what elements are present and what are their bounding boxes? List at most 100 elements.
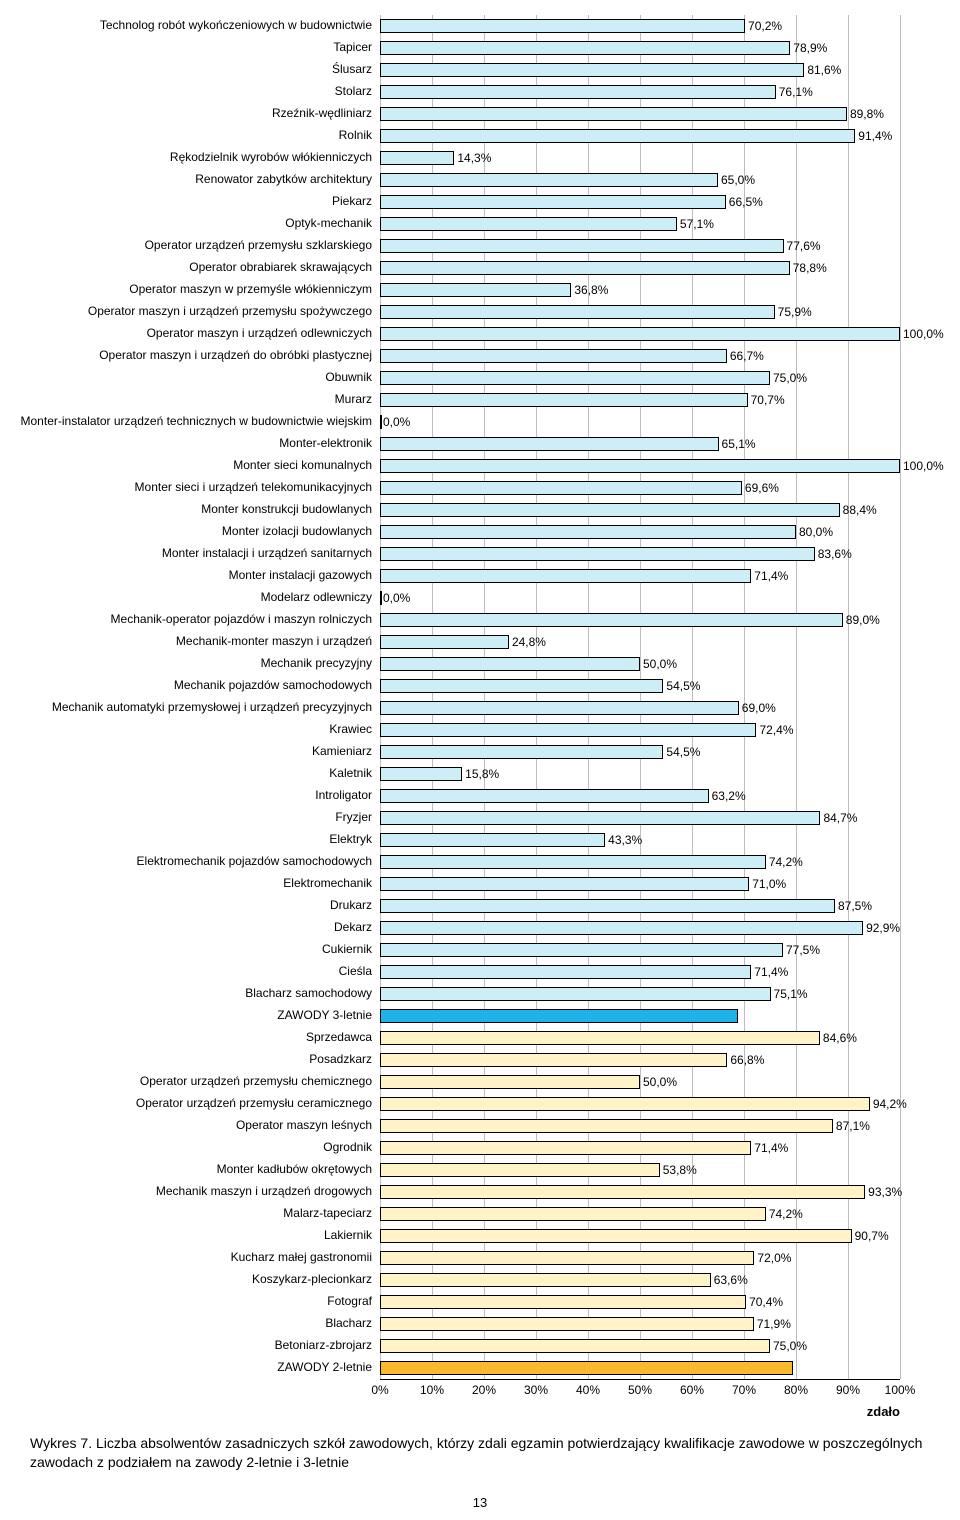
category-label: Elektromechanik — [283, 876, 380, 890]
bar — [380, 1273, 711, 1287]
bar — [380, 19, 745, 33]
bar-row: Rękodzielnik wyrobów włókienniczych14,3% — [380, 147, 900, 169]
category-label: Operator maszyn i urządzeń odlewniczych — [147, 326, 380, 340]
bar-value-label: 15,8% — [465, 767, 499, 781]
bar-row: Lakiernik90,7% — [380, 1225, 900, 1247]
category-label: Stolarz — [335, 84, 380, 98]
bar-row: Renowator zabytków architektury65,0% — [380, 169, 900, 191]
bar-value-label: 81,6% — [807, 63, 841, 77]
bar-value-label: 54,5% — [666, 745, 700, 759]
bar — [380, 1053, 727, 1067]
bar-row: Monter izolacji budowlanych80,0% — [380, 521, 900, 543]
bar-value-label: 69,0% — [742, 701, 776, 715]
bar — [380, 129, 855, 143]
bar-row: Elektryk43,3% — [380, 829, 900, 851]
bar-value-label: 87,5% — [838, 899, 872, 913]
bar-value-label: 89,0% — [846, 613, 880, 627]
bar-value-label: 66,5% — [729, 195, 763, 209]
category-label: Koszykarz-plecionkarz — [252, 1272, 380, 1286]
category-label: Operator maszyn i urządzeń do obróbki pl… — [99, 348, 380, 362]
category-label: Lakiernik — [324, 1228, 380, 1242]
bar — [380, 1317, 754, 1331]
category-label: Dekarz — [334, 920, 380, 934]
bar-row: Cukiernik77,5% — [380, 939, 900, 961]
bar-row: Monter-elektronik65,1% — [380, 433, 900, 455]
bar-value-label: 71,9% — [757, 1317, 791, 1331]
bar-row: Betoniarz-zbrojarz75,0% — [380, 1335, 900, 1357]
category-label: Monter konstrukcji budowlanych — [201, 502, 380, 516]
x-axis: 0%10%20%30%40%50%60%70%80%90%100% — [380, 1379, 900, 1402]
bar — [380, 85, 776, 99]
category-label: Mechanik maszyn i urządzeń drogowych — [156, 1184, 380, 1198]
bar-row: Operator maszyn w przemyśle włókienniczy… — [380, 279, 900, 301]
bar — [380, 811, 820, 825]
bar — [380, 943, 783, 957]
bar — [380, 525, 796, 539]
bar — [380, 1229, 852, 1243]
bar-row: Monter kadłubów okrętowych53,8% — [380, 1159, 900, 1181]
bar-value-label: 77,5% — [786, 943, 820, 957]
bar-row: Fotograf70,4% — [380, 1291, 900, 1313]
bar-value-label: 80,0% — [799, 525, 833, 539]
bar-row: Mechanik automatyki przemysłowej i urząd… — [380, 697, 900, 719]
x-axis-tick: 90% — [836, 1383, 860, 1397]
x-axis-tick: 10% — [420, 1383, 444, 1397]
bar — [380, 63, 804, 77]
bar-row: Elektromechanik pojazdów samochodowych74… — [380, 851, 900, 873]
bar-row: Cieśla71,4% — [380, 961, 900, 983]
bar-row: Kucharz małej gastronomii72,0% — [380, 1247, 900, 1269]
category-label: Operator urządzeń przemysłu ceramicznego — [136, 1096, 380, 1110]
bar — [380, 657, 640, 671]
category-label: Operator maszyn i urządzeń przemysłu spo… — [88, 304, 380, 318]
bar — [380, 855, 766, 869]
bar-value-label: 92,9% — [866, 921, 900, 935]
bar-row: Tapicer78,9% — [380, 37, 900, 59]
bar-row: Drukarz87,5% — [380, 895, 900, 917]
category-label: Kucharz małej gastronomii — [231, 1250, 380, 1264]
bar-value-label: 75,1% — [774, 987, 808, 1001]
bar-value-label: 14,3% — [457, 151, 491, 165]
gridline — [900, 15, 901, 1379]
category-label: Monter sieci i urządzeń telekomunikacyjn… — [135, 480, 380, 494]
category-label: Mechanik precyzyjny — [261, 656, 380, 670]
bar-value-label: 100,0% — [903, 327, 944, 341]
bar-value-label: 70,2% — [748, 19, 782, 33]
bar — [380, 745, 663, 759]
bar — [380, 569, 751, 583]
x-axis-tick: 80% — [784, 1383, 808, 1397]
bar — [380, 965, 751, 979]
category-label: Tapicer — [333, 40, 380, 54]
bar-value-label: 66,8% — [730, 1053, 764, 1067]
bar-value-label: 66,7% — [730, 349, 764, 363]
category-label: Operator urządzeń przemysłu chemicznego — [140, 1074, 380, 1088]
bar-row: Operator maszyn leśnych87,1% — [380, 1115, 900, 1137]
bar-value-label: 69,6% — [745, 481, 779, 495]
bar-value-label: 65,1% — [722, 437, 756, 451]
bar-value-label: 70,4% — [749, 1295, 783, 1309]
bar-row: Obuwnik75,0% — [380, 367, 900, 389]
bar-value-label: 100,0% — [903, 459, 944, 473]
bar-row: Krawiec72,4% — [380, 719, 900, 741]
category-label: Monter sieci komunalnych — [233, 458, 380, 472]
bar-row: Posadzkarz66,8% — [380, 1049, 900, 1071]
bar-value-label: 72,4% — [759, 723, 793, 737]
bar-value-label: 71,4% — [754, 569, 788, 583]
bar — [380, 151, 454, 165]
bar-value-label: 89,8% — [850, 107, 884, 121]
category-label: Monter-elektronik — [279, 436, 380, 450]
bar — [380, 591, 382, 605]
bar — [380, 1163, 660, 1177]
bar-value-label: 71,0% — [752, 877, 786, 891]
bar-value-label: 94,2% — [873, 1097, 907, 1111]
category-label: Monter instalacji gazowych — [229, 568, 380, 582]
bar — [380, 1141, 751, 1155]
bar-row: Mechanik precyzyjny50,0% — [380, 653, 900, 675]
bar-row: Ogrodnik71,4% — [380, 1137, 900, 1159]
x-axis-tick: 70% — [732, 1383, 756, 1397]
bar-value-label: 24,8% — [512, 635, 546, 649]
category-label: Drukarz — [330, 898, 380, 912]
bar-value-label: 91,4% — [858, 129, 892, 143]
bar-value-label: 72,0% — [757, 1251, 791, 1265]
bar-row: Malarz-tapeciarz74,2% — [380, 1203, 900, 1225]
category-label: Obuwnik — [325, 370, 380, 384]
